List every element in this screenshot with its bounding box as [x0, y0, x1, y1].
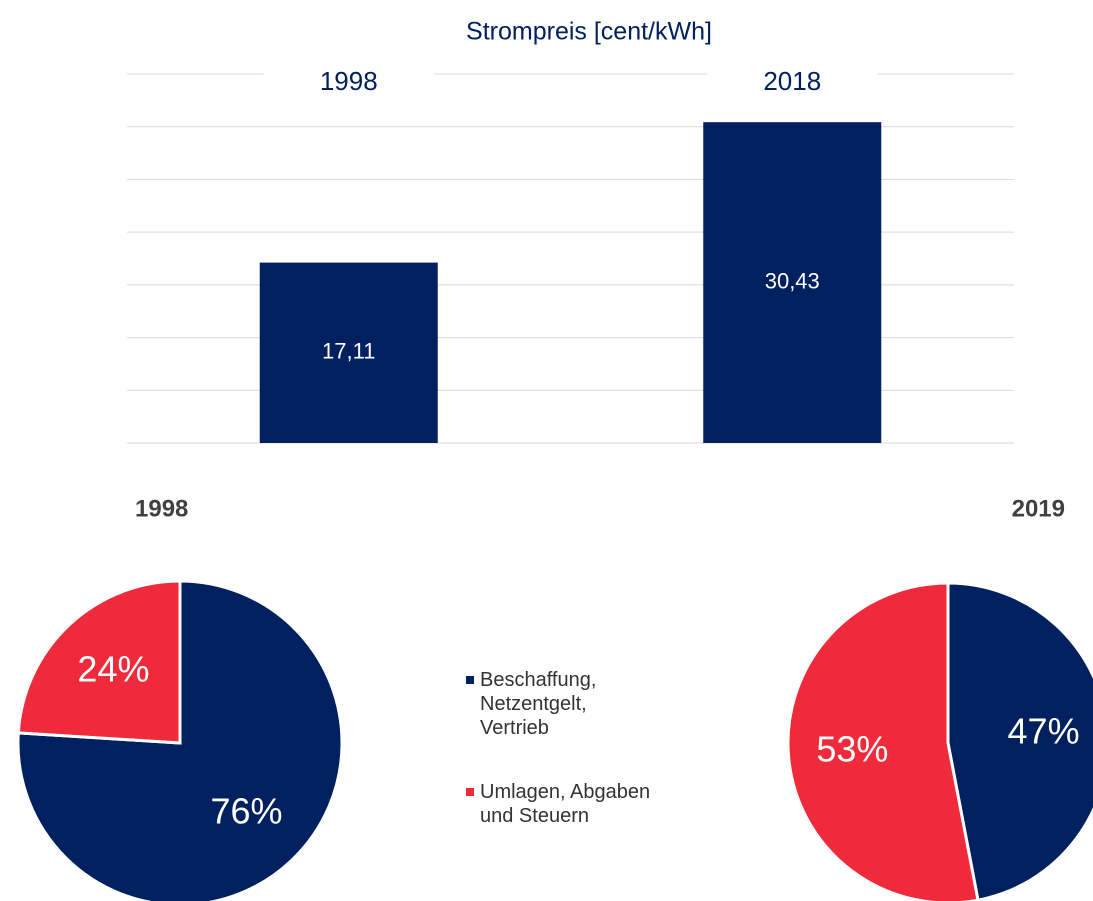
legend-label: Umlagen, Abgaben und Steuern: [480, 781, 651, 827]
legend-swatch: [466, 788, 474, 796]
category-label-bg: [263, 52, 434, 96]
pie-value-label: 24%: [77, 649, 149, 690]
chart-title: Strompreis [cent/kWh]: [466, 18, 712, 46]
bar: [703, 122, 882, 444]
category-label: 1998: [320, 66, 378, 96]
pie-value-label: 47%: [1008, 710, 1080, 751]
legend-item: Umlagen, Abgaben und Steuern: [462, 780, 762, 828]
pie-title: 1998: [135, 495, 188, 522]
legend-item: Beschaffung, Netzentgelt, Vertrieb: [462, 668, 762, 740]
pie-value-label: 53%: [816, 729, 888, 770]
bar: [259, 262, 438, 443]
legend-label: Beschaffung, Netzentgelt, Vertrieb: [480, 669, 597, 739]
category-label-bg: [707, 52, 878, 96]
bar-value-label: 17,11: [322, 339, 375, 364]
legend: Beschaffung, Netzentgelt, Vertrieb Umlage…: [462, 668, 762, 868]
pie-value-label: 76%: [211, 790, 283, 831]
legend-swatch: [466, 676, 474, 684]
pie-slice: [946, 581, 1093, 901]
pie-title: 2019: [1012, 495, 1065, 522]
pie-slice: [786, 581, 980, 901]
category-label: 2018: [763, 66, 821, 96]
pie-slice: [16, 579, 182, 745]
bar-value-label: 30,43: [765, 268, 820, 293]
